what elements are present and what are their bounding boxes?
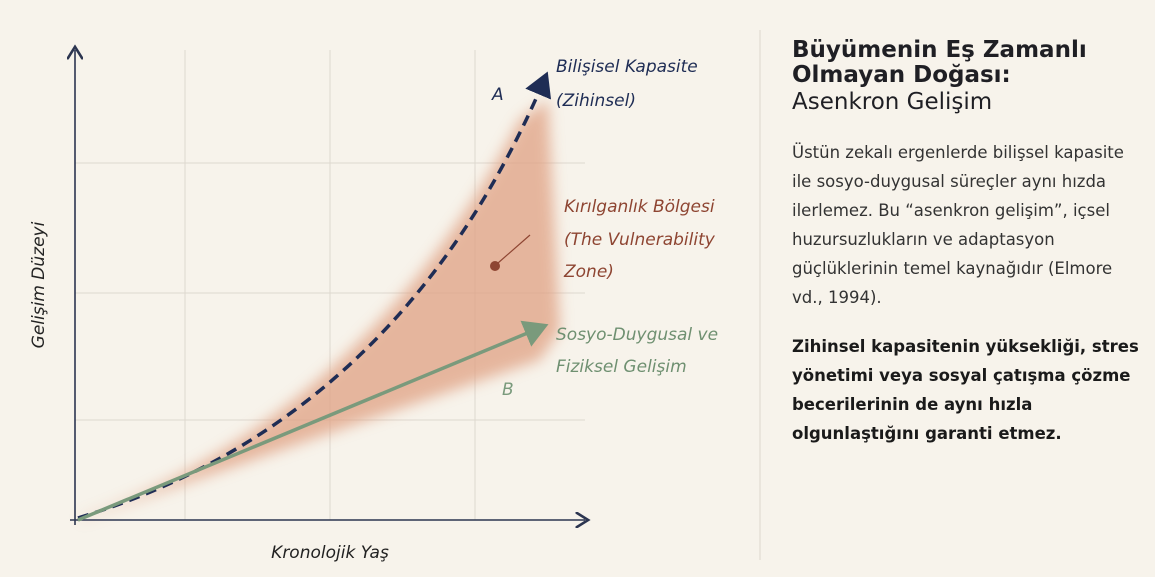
curve-a-letter: A	[491, 85, 504, 105]
curve-b	[78, 327, 542, 520]
title-line: Büyümenin Eş Zamanlı	[792, 37, 1087, 63]
zone-label: Zone)	[563, 262, 614, 282]
curve-b-letter: B	[502, 380, 514, 400]
curve-a-label: Bilişisel Kapasite	[556, 57, 698, 77]
zone-label: Kırılganlık Bölgesi	[564, 197, 715, 217]
emphasis-text: Zihinsel kapasitenin yüksekliği, stres y…	[792, 332, 1142, 448]
curve-a-label: (Zihinsel)	[556, 91, 636, 111]
curve-b-label: Fiziksel Gelişim	[556, 357, 687, 377]
page: Gelişim Düzeyi Kronolojik Yaş A Bilişise…	[0, 0, 1155, 577]
diagram: Gelişim Düzeyi Kronolojik Yaş A Bilişise…	[0, 0, 770, 577]
y-axis-label: Gelişim Düzeyi	[29, 221, 49, 348]
x-axis-label: Kronolojik Yaş	[271, 543, 389, 563]
subtitle: Asenkron Gelişim	[792, 88, 1142, 116]
zone-label: (The Vulnerability	[564, 230, 716, 250]
curve-b-label: Sosyo-Duygusal ve	[556, 325, 718, 345]
body-text: Üstün zekalı ergenlerde bilişsel kapasit…	[792, 138, 1142, 312]
title-line: Olmayan Doğası:	[792, 62, 1011, 88]
